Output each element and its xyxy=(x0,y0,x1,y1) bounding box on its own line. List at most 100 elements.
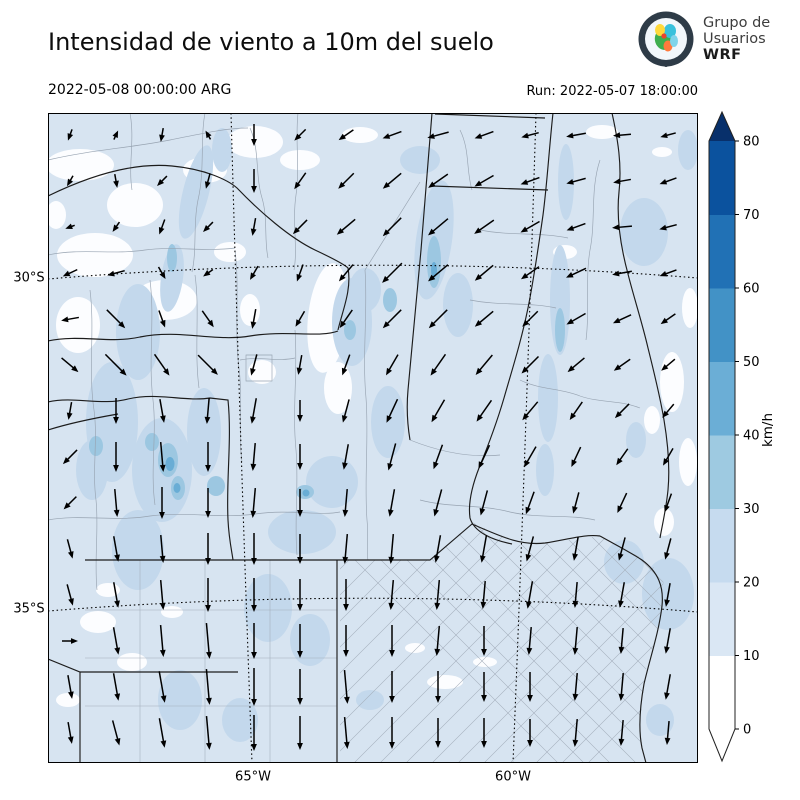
wind-arrow-head xyxy=(65,223,73,230)
wind-arrow-head xyxy=(63,502,71,510)
wind-arrow-head xyxy=(339,320,347,329)
province-borders xyxy=(48,113,641,591)
wind-arrow xyxy=(574,581,578,604)
colorbar: 0 10 20 30 40 50 60 70 80 km/h xyxy=(708,110,776,763)
wind-arrow xyxy=(197,354,215,372)
wind-arrow xyxy=(665,674,671,696)
wind-arrow-head xyxy=(114,738,121,746)
wind-arrow xyxy=(617,178,631,183)
wind-arrow xyxy=(67,722,72,740)
wind-arrow xyxy=(479,130,494,138)
wind-arrow-head xyxy=(297,743,303,750)
wind-arrow-head xyxy=(659,224,667,231)
wind-arrow-head xyxy=(204,181,211,189)
wind-arrow xyxy=(388,443,397,466)
wind-arrow-head xyxy=(297,651,303,658)
wind-arrow-head xyxy=(71,638,78,644)
wind-arrow-head xyxy=(616,457,623,466)
wind-arrow-head xyxy=(297,698,303,705)
wind-arrow xyxy=(341,264,354,279)
wind-arrow-head xyxy=(250,416,256,424)
colorbar-band xyxy=(709,361,735,436)
wind-arrow xyxy=(524,401,539,417)
wind-arrow-head xyxy=(566,132,574,139)
wind-arrow-head xyxy=(118,321,126,329)
lon-label: 65°W xyxy=(235,769,271,785)
wind-arrow xyxy=(111,720,119,741)
wind-arrow-head xyxy=(660,317,669,325)
wind-arrow xyxy=(570,177,586,184)
wind-arrow-head xyxy=(618,738,625,746)
wind-arrow-head xyxy=(480,601,487,609)
wind-arrow-head xyxy=(617,553,624,561)
wind-arrow-head xyxy=(297,557,303,564)
wind-arrow-head xyxy=(521,366,529,374)
wind-arrow xyxy=(159,441,164,468)
wind-arrow-head xyxy=(251,744,257,751)
wind-arrow-head xyxy=(388,556,395,564)
wind-arrow-head xyxy=(481,649,487,656)
wind-arrow xyxy=(112,673,119,696)
wind-arrow-head xyxy=(159,134,165,142)
wind-arrow-head xyxy=(71,365,79,373)
wind-arrow-head xyxy=(338,181,346,189)
wind-arrow xyxy=(574,537,579,557)
wind-arrow xyxy=(431,173,449,186)
colorbar-tick-label: 0 xyxy=(743,723,751,738)
wind-arrow xyxy=(665,493,673,508)
wind-arrow-head xyxy=(618,646,625,654)
logo-line-2: Usuarios xyxy=(703,30,766,47)
wind-arrow-head xyxy=(433,461,439,470)
wind-arrow xyxy=(524,266,540,278)
wind-arrow xyxy=(252,487,257,514)
wind-arrow-head xyxy=(475,367,483,375)
wind-arrow-head xyxy=(382,229,390,237)
colorbar-band xyxy=(709,141,735,215)
wind-arrow xyxy=(527,536,535,557)
wind-arrow-head xyxy=(67,133,74,141)
wind-arrow xyxy=(343,669,348,700)
wind-arrow-head xyxy=(294,133,302,141)
wind-arrow-head xyxy=(250,463,257,471)
wind-arrow-head xyxy=(664,646,670,654)
wind-arrow-head xyxy=(433,555,440,563)
wind-arrow-head xyxy=(572,600,579,608)
wind-arrow xyxy=(434,444,444,465)
wind-arrow-head xyxy=(297,604,303,611)
wind-arrow-head xyxy=(527,740,533,747)
wind-arrow xyxy=(66,539,73,555)
wind-arrow-head xyxy=(664,504,670,513)
wind-arrow xyxy=(617,403,630,416)
wind-shading-40-50 xyxy=(165,262,437,497)
wind-arrow-head xyxy=(158,226,165,235)
wind-arrow xyxy=(666,720,670,741)
wind-arrow-head xyxy=(617,505,623,513)
wind-arrow-head xyxy=(572,553,578,561)
wind-arrow xyxy=(111,269,125,275)
wind-arrow xyxy=(159,579,164,606)
wind-arrow-head xyxy=(205,742,212,750)
wind-arrow xyxy=(663,177,677,184)
wind-arrow-head xyxy=(382,133,391,139)
wind-arrow xyxy=(67,675,72,695)
wind-arrow-head xyxy=(572,693,579,701)
wind-arrow-head xyxy=(474,273,483,281)
wind-arrow-head xyxy=(433,509,439,517)
wind-arrow-head xyxy=(435,741,441,748)
wind-arrow xyxy=(206,397,210,420)
wind-arrow xyxy=(574,672,578,697)
wind-arrow xyxy=(112,627,119,650)
wind-arrow xyxy=(525,310,539,324)
wind-arrow xyxy=(159,399,164,419)
wind-arrow-head xyxy=(107,270,115,277)
colorbar-tick-label: 50 xyxy=(743,355,760,370)
wind-arrow-head xyxy=(297,415,303,422)
wind-arrow-head xyxy=(613,132,621,139)
wind-arrow-head xyxy=(297,463,303,470)
wind-arrow-head xyxy=(206,651,212,659)
wind-arrow-head xyxy=(119,368,127,376)
wind-arrow-head xyxy=(389,742,395,749)
wind-arrow-head xyxy=(524,459,531,468)
wind-arrow-head xyxy=(614,411,622,419)
wind-arrow-head xyxy=(478,461,485,469)
